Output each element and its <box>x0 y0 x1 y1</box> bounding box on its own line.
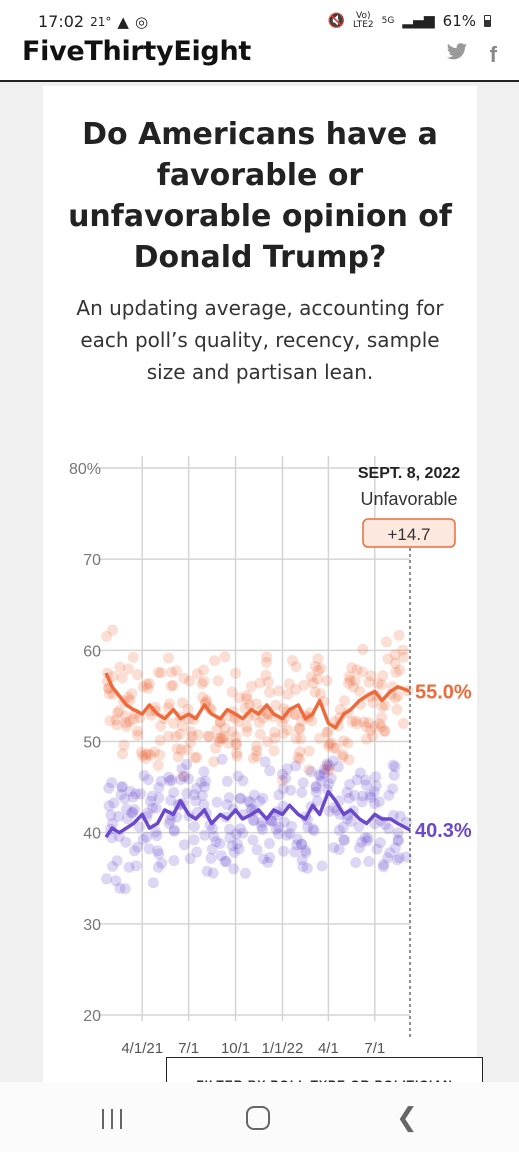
warning-icon: ▲ <box>117 12 129 31</box>
chart-subtitle: An updating average, accounting for each… <box>76 296 444 384</box>
site-header: FiveThirtyEight f <box>0 32 519 82</box>
network-bottom: LTE2 <box>352 20 374 30</box>
status-temperature: 21° <box>90 14 112 29</box>
network-top: Vo) <box>356 11 371 21</box>
network-label: Vo) LTE2 <box>353 12 374 30</box>
chart-card: Do Americans have a favorable or unfavor… <box>43 86 477 1086</box>
recent-apps-icon[interactable] <box>100 1109 124 1129</box>
twitter-icon[interactable] <box>446 42 468 68</box>
signal-icon: ▂▄▆ <box>402 13 435 29</box>
brand-logo[interactable]: FiveThirtyEight <box>22 36 251 67</box>
android-nav-bar: ❮ <box>0 1082 519 1152</box>
back-icon[interactable]: ❮ <box>396 1103 418 1133</box>
mute-icon: 🔇 <box>327 13 345 29</box>
chart-title: Do Americans have a favorable or unfavor… <box>68 117 452 275</box>
signal-type: 5G <box>381 15 395 26</box>
home-icon[interactable] <box>246 1106 270 1130</box>
status-time: 17:02 <box>38 12 85 31</box>
battery-icon <box>484 15 491 27</box>
sync-icon: ◎ <box>134 12 149 31</box>
facebook-icon[interactable]: f <box>489 42 497 67</box>
battery-level: 61% <box>442 12 476 30</box>
